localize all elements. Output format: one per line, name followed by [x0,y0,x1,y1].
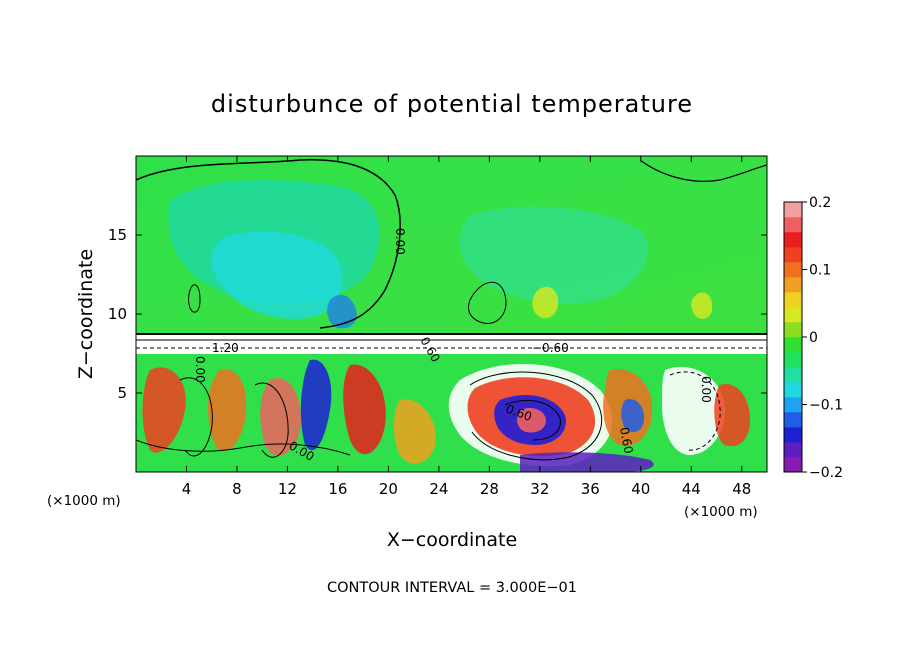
contour-line [136,159,401,329]
contour-line [188,284,201,313]
colorbar-swatch [784,427,802,443]
contour-line [254,382,289,458]
colorbar-tick-label: 0.1 [809,263,831,279]
x-tick-label: 32 [530,480,549,498]
colorbar-swatch [784,412,802,428]
colorbar-swatch [784,457,802,473]
y-axis-ticks: 5 10 15 [108,226,767,402]
colorbar-swatch [784,367,802,383]
x-tick-label: 20 [379,480,398,498]
colorbar-swatch [784,277,802,293]
contour-label: 1.20 [212,341,239,355]
cold-filament [300,359,332,451]
x-unit-label-left: (×1000 m) [47,493,121,509]
contour-line [669,371,721,451]
colorbar-swatch [784,322,802,338]
x-tick-label: 36 [581,480,600,498]
colorbar-tick-label: −0.1 [809,398,843,414]
cold-filament [621,399,645,433]
contour-line [467,282,507,324]
contour-interval-note: CONTOUR INTERVAL = 3.000E−01 [327,580,577,596]
colorbar: 0.2 0.1 0 −0.1 −0.2 [783,195,843,481]
y-axis-label: Z−coordinate [75,249,97,379]
inversion-band [136,334,767,354]
cold-filament [520,452,654,472]
vortex-center [517,408,546,433]
cool-anomaly-right [459,206,648,304]
warm-filament [714,384,750,447]
x-tick-label: 44 [682,480,701,498]
plot-area: 0.00 0.00 0.00 −0.60 0.60 0.60 0.00 0.60… [136,156,767,472]
warm-filament [208,369,247,451]
colorbar-swatch [784,397,802,413]
x-tick-label: 48 [732,480,751,498]
warm-spot [532,286,559,319]
warm-spot [691,292,713,319]
y-tick-label: 15 [108,226,127,244]
colorbar-tick-label: 0.2 [809,195,831,211]
contour-line [504,399,561,441]
cool-anomaly-core [211,231,343,319]
colorbar-swatch [784,217,802,233]
colorbar-tick-label: 0 [809,330,818,346]
x-axis-label: X−coordinate [387,529,517,551]
contour-label: −0.60 [532,341,569,355]
contour-line [136,439,351,456]
x-tick-label: 24 [429,480,448,498]
neutral-region [662,366,726,455]
contour-label: 0.60 [617,426,635,455]
colorbar-swatch [784,337,802,353]
colorbar-swatch [784,292,802,308]
chart-title: disturbunce of potential temperature [211,90,693,118]
contour-label: 0.00 [193,356,207,383]
warm-filament [394,399,436,464]
warm-filament [260,378,301,456]
cold-spot [327,294,357,329]
contour-label: 0.00 [393,228,407,255]
x-tick-label: 12 [278,480,297,498]
colorbar-tick-label: −0.2 [809,465,843,481]
contour-label: 0.00 [699,376,713,403]
colorbar-swatch [784,247,802,263]
x-tick-label: 16 [328,480,347,498]
warm-filament [142,367,186,453]
colorbar-swatch [784,382,802,398]
colorbar-swatch [784,307,802,323]
x-tick-label: 40 [631,480,650,498]
x-tick-label: 4 [182,480,192,498]
x-tick-label: 8 [232,480,242,498]
colorbar-swatch [784,262,802,278]
x-axis-ticks: 4 8 12 16 20 24 28 32 36 40 44 48 [182,156,751,498]
x-unit-label-right: (×1000 m) [684,504,758,520]
colorbar-swatch [784,202,802,218]
contour-line [179,377,213,457]
colorbar-swatch [784,232,802,248]
x-tick-label: 28 [480,480,499,498]
y-tick-label: 5 [117,384,127,402]
colorbar-swatch [784,442,802,458]
y-tick-label: 10 [108,305,127,323]
contour-line [469,371,603,461]
colorbar-swatch [784,352,802,368]
contour-line [639,159,767,182]
warm-filament [343,364,386,455]
